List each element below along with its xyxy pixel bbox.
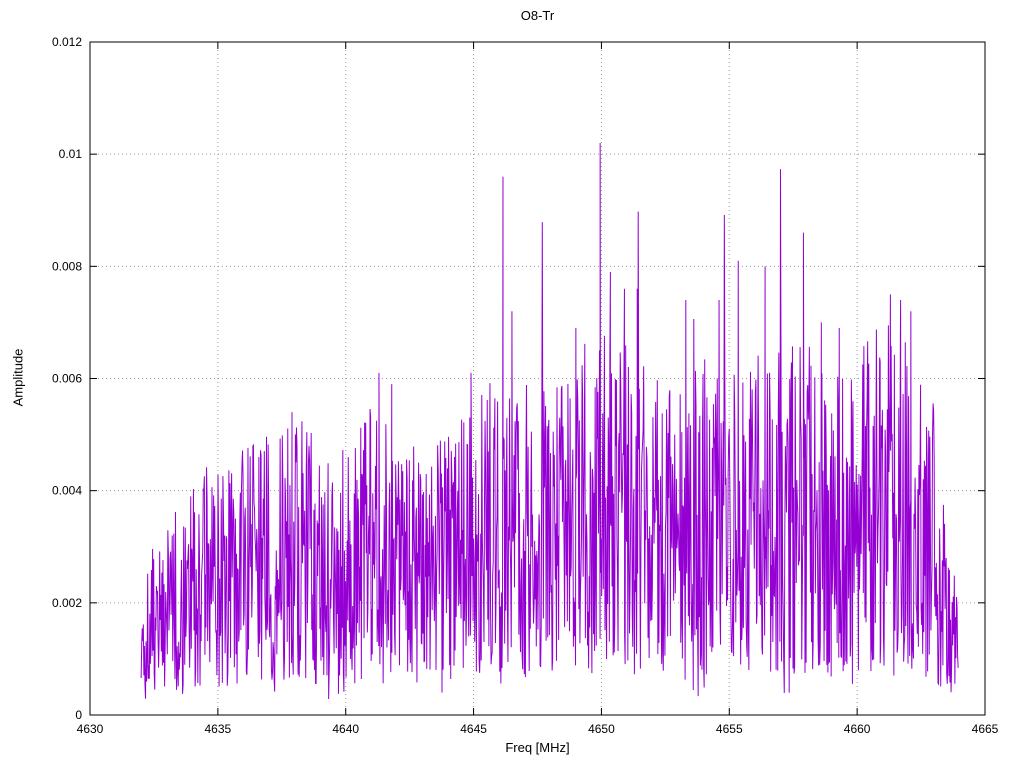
series-trace: [140, 142, 959, 700]
x-tick-label: 4655: [716, 722, 743, 736]
y-tick-label: 0.002: [52, 596, 82, 610]
spectrum-line: [140, 142, 959, 700]
tick-labels: 4630 4635 4640 4645 4650 4655 4660 4665 0 0.002 0.…: [52, 35, 999, 736]
y-tick-label: 0.01: [59, 147, 83, 161]
y-tick-label: 0.006: [52, 372, 82, 386]
x-tick-label: 4635: [205, 722, 232, 736]
x-tick-label: 4630: [77, 722, 104, 736]
chart-title: O8-Tr: [520, 8, 555, 23]
plot-frame: [89, 41, 986, 716]
x-tick-label: 4640: [332, 722, 359, 736]
y-tick-label: 0.012: [52, 35, 82, 49]
x-tick-label: 4665: [972, 722, 999, 736]
x-axis-label: Freq [MHz]: [505, 740, 570, 755]
x-tick-label: 4645: [460, 722, 487, 736]
y-tick-label: 0.004: [52, 484, 82, 498]
x-tick-label: 4660: [844, 722, 871, 736]
y-tick-label: 0.008: [52, 259, 82, 273]
x-tick-label: 4650: [588, 722, 615, 736]
y-tick-label: 0: [75, 708, 82, 722]
